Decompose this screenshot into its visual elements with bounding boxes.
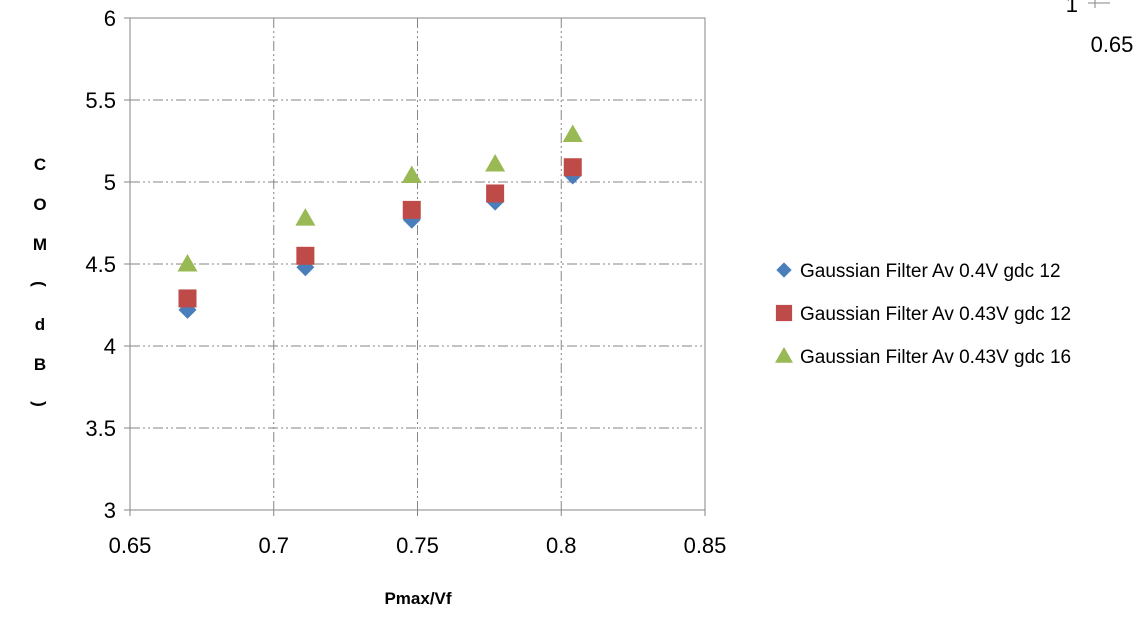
y-tick-label: 3.5 [85, 416, 116, 441]
x-tick-label: 0.85 [684, 533, 727, 558]
corner-fragment: 1 0.65 [1066, 0, 1134, 57]
y-tick-label: 4 [104, 334, 116, 359]
data-point [178, 289, 197, 308]
y-axis-title: C O M ( d B) [30, 155, 49, 407]
x-axis-title: Pmax/Vf [384, 589, 451, 608]
corner-tick-y: 1 [1066, 0, 1078, 17]
data-point [402, 200, 421, 219]
data-point [296, 246, 315, 265]
y-axis-title-char: O [33, 195, 46, 214]
y-axis-title-char: ) [30, 401, 49, 407]
legend-item: Gaussian Filter Av 0.43V gdc 12 [775, 304, 1071, 325]
y-tick-label: 5 [104, 170, 116, 195]
series-layer [177, 124, 583, 319]
data-point [562, 124, 583, 142]
y-axis-title-char: B [34, 355, 46, 374]
legend-marker [776, 262, 792, 278]
data-point [485, 153, 506, 172]
x-tick-label: 0.8 [546, 533, 577, 558]
y-axis-title-char: d [35, 315, 45, 334]
y-tick-label: 6 [104, 6, 116, 31]
x-tick-label: 0.65 [109, 533, 152, 558]
legend-label: Gaussian Filter Av 0.4V gdc 12 [800, 261, 1061, 282]
legend-label: Gaussian Filter Av 0.43V gdc 12 [800, 304, 1071, 325]
x-tick-label: 0.75 [396, 533, 439, 558]
data-point [486, 184, 505, 203]
legend-marker [775, 304, 793, 322]
series-2 [178, 158, 582, 308]
y-tick-label: 4.5 [85, 252, 116, 277]
series-3 [177, 124, 583, 272]
y-axis-title-char: M [33, 235, 47, 254]
y-axis-title-char: C [34, 155, 46, 174]
legend-item: Gaussian Filter Av 0.4V gdc 12 [776, 261, 1061, 282]
corner-tick-x: 0.65 [1091, 32, 1134, 57]
axis-ticks: 3 3.5 4 4.5 5 5.5 6 0.65 0.7 0.75 0.8 0.85 [85, 6, 726, 558]
data-point [177, 254, 198, 272]
data-point [401, 165, 422, 183]
y-axis-title-char: ( [30, 281, 49, 287]
y-tick-label: 5.5 [85, 88, 116, 113]
gridlines [130, 18, 705, 510]
legend-label: Gaussian Filter Av 0.43V gdc 16 [800, 347, 1071, 368]
legend-marker [775, 347, 793, 363]
data-point [295, 208, 316, 226]
x-tick-label: 0.7 [258, 533, 289, 558]
data-point [563, 158, 582, 177]
legend-item: Gaussian Filter Av 0.43V gdc 16 [775, 347, 1071, 368]
legend: Gaussian Filter Av 0.4V gdc 12 Gaussian F… [775, 261, 1071, 368]
y-tick-label: 3 [104, 498, 116, 523]
